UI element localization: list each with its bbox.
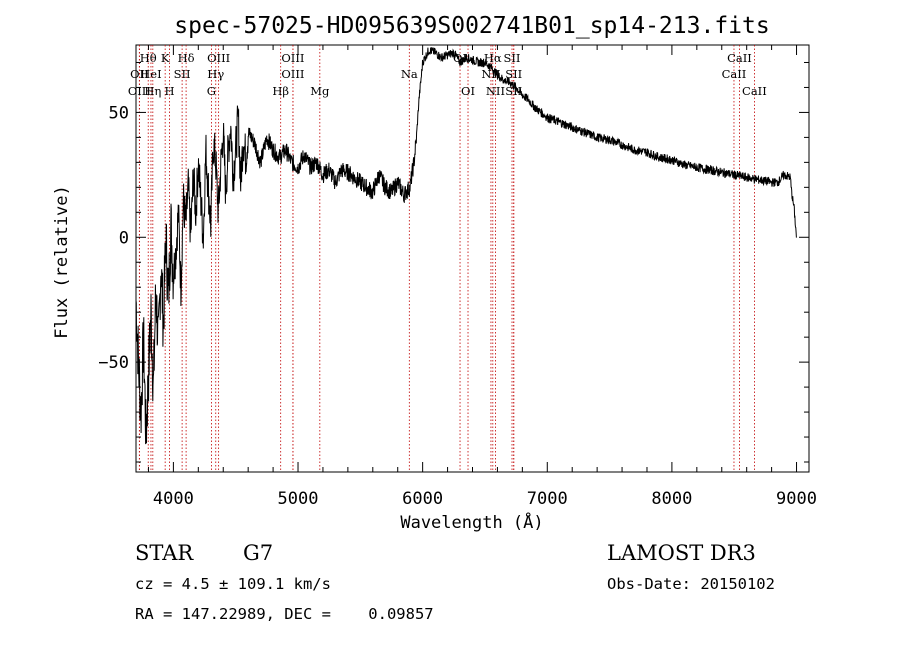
line-label: OIII — [281, 51, 304, 65]
y-tick-label: 50 — [109, 103, 129, 123]
x-axis-ticks: 4000 5000 6000 7000 8000 9000 — [147, 45, 817, 509]
line-label: OII — [130, 67, 149, 81]
line-label: CaII — [722, 67, 747, 81]
redshift-velocity: cz = 4.5 ± 109.1 km/s — [135, 575, 331, 593]
line-label: SII — [505, 84, 522, 98]
line-label: Hβ — [272, 84, 289, 98]
line-label: HeI — [140, 67, 161, 81]
line-label: Hα — [484, 51, 502, 65]
line-label: NII — [486, 84, 505, 98]
observation-date: Obs-Date: 20150102 — [607, 575, 775, 593]
y-tick-label: 0 — [119, 228, 129, 248]
x-tick-label: 7000 — [527, 489, 568, 509]
line-label: H — [165, 84, 175, 98]
line-label: SII — [505, 67, 522, 81]
ra-dec-coordinates: RA = 147.22989, DEC = 0.09857 — [135, 605, 434, 623]
x-tick-label: 8000 — [651, 489, 692, 509]
line-label: Hδ — [178, 51, 195, 65]
object-class: STAR — [135, 541, 194, 565]
spectrum-series-line — [135, 47, 797, 445]
x-tick-label: 5000 — [278, 489, 319, 509]
y-axis-label: Flux (relative) — [52, 185, 72, 339]
line-label: Hγ — [207, 67, 224, 81]
y-axis-ticks: −50 0 50 — [98, 61, 809, 463]
line-label: OI — [461, 84, 475, 98]
line-label: CaII — [742, 84, 767, 98]
line-label: Hθ — [140, 51, 157, 65]
line-label: OIII — [281, 67, 304, 81]
line-label: SII — [504, 51, 521, 65]
x-tick-label: 4000 — [153, 489, 194, 509]
x-tick-label: 9000 — [776, 489, 817, 509]
line-label: OIII — [207, 51, 230, 65]
line-label: OIII — [128, 84, 151, 98]
x-tick-label: 6000 — [402, 489, 443, 509]
line-label: Hη — [144, 84, 161, 98]
line-label: Mg — [310, 84, 330, 98]
chart-title: spec-57025-HD095639S002741B01_sp14-213.f… — [174, 13, 769, 39]
line-label: G — [207, 84, 216, 98]
line-label: CaII — [727, 51, 752, 65]
x-axis-label: Wavelength (Å) — [400, 511, 543, 533]
y-tick-label: −50 — [98, 353, 129, 373]
survey-name: LAMOST DR3 — [607, 541, 756, 565]
line-label: K — [161, 51, 170, 65]
spectral-line-markers — [138, 45, 755, 472]
line-label: Na — [401, 67, 418, 81]
line-label: SII — [174, 67, 191, 81]
spectral-line-labels: OII OIII Hθ HeI Hη K H SII Hδ OIII Hγ G OIII OIII Hβ Mg… — [128, 51, 767, 98]
object-subclass: G7 — [243, 541, 274, 565]
